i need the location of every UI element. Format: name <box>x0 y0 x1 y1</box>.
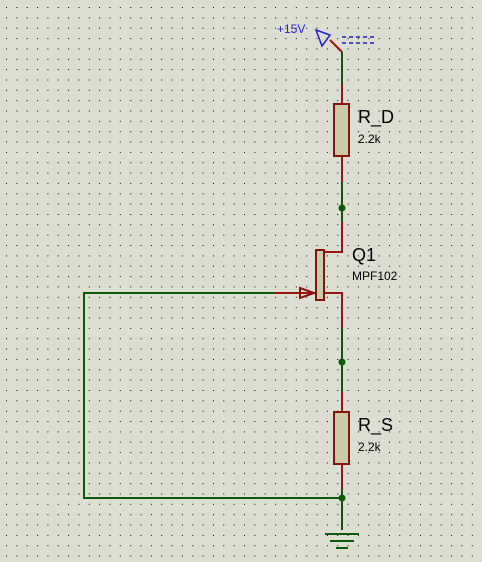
q1-value-label: MPF102 <box>352 269 398 283</box>
gate-arrow-icon <box>299 286 317 300</box>
resistor-rs[interactable]: R_S 2.2k <box>333 392 393 490</box>
q1-ref-label: Q1 <box>352 245 376 265</box>
resistor-rs-body[interactable] <box>333 411 350 465</box>
grid-dots <box>6 7 473 557</box>
rd-ref-label: R_D <box>358 107 394 128</box>
junctions <box>338 204 346 502</box>
resistor-rd-body[interactable] <box>333 103 350 157</box>
power-terminal-pin <box>329 39 343 53</box>
power-arrow-icon <box>314 28 332 48</box>
jfet-q1[interactable]: Q1 MPF102 <box>274 222 398 328</box>
q1-drain-lead <box>324 222 343 253</box>
ground-icon[interactable] <box>325 533 359 549</box>
wire-gate-feedback[interactable] <box>83 292 342 499</box>
q1-source-lead <box>324 292 343 328</box>
power-label: +15V <box>277 22 305 36</box>
junction-dot <box>338 204 346 212</box>
rd-value-label: 2.2k <box>358 132 382 146</box>
junction-dot <box>338 358 346 366</box>
resistor-rd[interactable]: R_D 2.2k <box>333 84 394 182</box>
power-terminal[interactable]: +15V <box>277 22 374 53</box>
q1-channel-body[interactable] <box>315 249 325 301</box>
junction-dot <box>338 494 346 502</box>
rs-ref-label: R_S <box>358 415 393 436</box>
wires <box>83 52 343 530</box>
rs-value-label: 2.2k <box>358 440 382 454</box>
